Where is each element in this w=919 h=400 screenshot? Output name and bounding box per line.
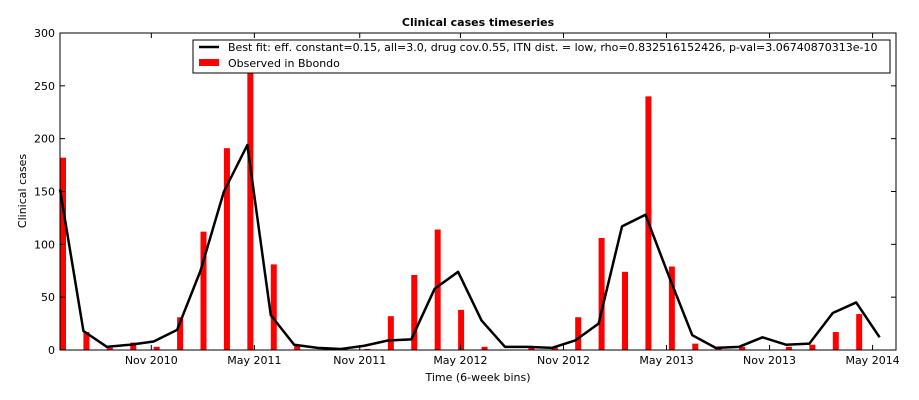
y-tick-label: 100: [34, 238, 55, 251]
observed-bar: [411, 274, 418, 350]
observed-bar: [668, 266, 675, 350]
observed-bar: [177, 317, 184, 350]
legend-bar-swatch: [199, 59, 219, 66]
chart-title: Clinical cases timeseries: [402, 16, 555, 29]
x-tick-label: Nov 2012: [537, 354, 590, 367]
observed-bar: [434, 229, 441, 350]
observed-bar: [598, 237, 605, 350]
observed-bar: [106, 347, 113, 350]
observed-bar: [692, 343, 699, 350]
observed-bar: [739, 346, 746, 350]
observed-bar: [247, 73, 254, 351]
observed-bar: [458, 309, 465, 350]
y-axis: 0 50 100 150 200 250 300: [34, 27, 896, 357]
y-tick-label: 200: [34, 133, 55, 146]
observed-bar: [200, 231, 207, 350]
observed-bar: [60, 157, 66, 350]
plot-frame: [59, 32, 897, 351]
x-tick-label: May 2011: [227, 354, 281, 367]
x-tick-label: May 2014: [845, 354, 899, 367]
observed-bar: [153, 346, 160, 350]
legend: Best fit: eff. constant=0.15, all=3.0, d…: [192, 39, 891, 74]
best-fit-line: [58, 143, 881, 351]
y-tick-label: 0: [48, 344, 55, 357]
legend-label-best-fit: Best fit: eff. constant=0.15, all=3.0, d…: [228, 41, 877, 54]
x-tick-label: May 2013: [639, 354, 693, 367]
legend-box: [192, 39, 891, 74]
x-tick-label: Nov 2011: [333, 354, 386, 367]
x-axis: Nov 2010 May 2011 Nov 2011 May 2012 Nov 2012…: [125, 33, 900, 367]
observed-bar: [832, 332, 839, 350]
x-tick-label: May 2012: [433, 354, 487, 367]
observed-bar: [785, 346, 792, 350]
observed-bar: [270, 264, 277, 350]
x-tick-label: Nov 2013: [743, 354, 796, 367]
y-tick-label: 250: [34, 80, 55, 93]
y-tick-label: 300: [34, 27, 55, 40]
observed-bar: [575, 317, 582, 350]
observed-bar: [481, 346, 488, 350]
observed-bar: [387, 316, 394, 350]
x-axis-label: Time (6-week bins): [424, 371, 530, 384]
plot-area: [58, 73, 881, 351]
observed-bar: [364, 348, 371, 350]
observed-bar: [551, 346, 558, 350]
observed-bar: [856, 314, 863, 350]
observed-bar: [528, 347, 535, 350]
legend-label-observed: Observed in Bbondo: [228, 57, 340, 70]
observed-bar: [294, 344, 301, 350]
observed-bar: [130, 342, 137, 350]
y-tick-label: 50: [41, 291, 55, 304]
y-axis-label: Clinical cases: [16, 154, 29, 228]
observed-bar: [83, 332, 90, 350]
y-tick-label: 150: [34, 186, 55, 199]
observed-bar: [809, 344, 816, 350]
x-tick-label: Nov 2010: [125, 354, 178, 367]
observed-bar: [622, 271, 629, 350]
observed-bar: [223, 148, 230, 350]
